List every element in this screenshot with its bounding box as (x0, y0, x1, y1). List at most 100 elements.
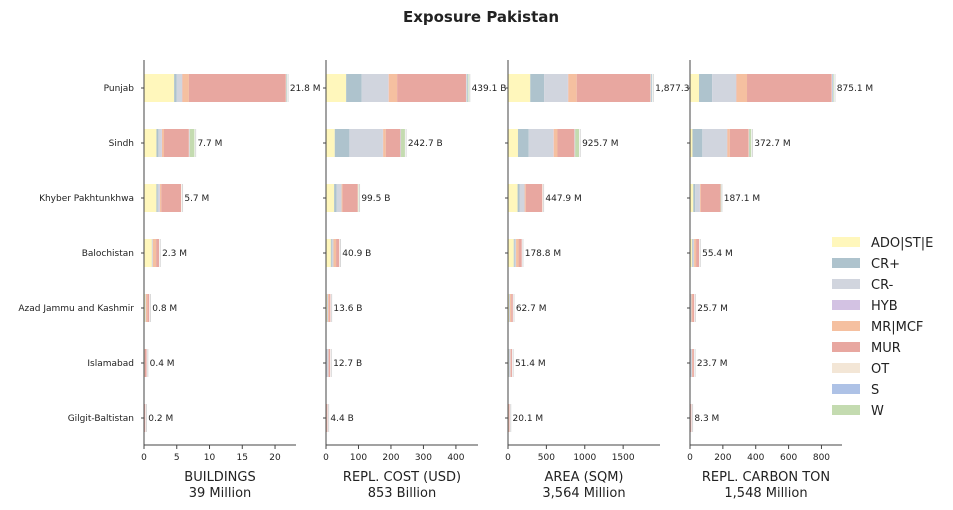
legend-item: W (832, 404, 884, 419)
legend-item: OT (832, 362, 889, 377)
legend-swatch (832, 384, 860, 394)
bar-value-label: 12.7 B (333, 359, 362, 369)
bar-segment-mur (336, 239, 340, 267)
bar-segment-cr+ (691, 239, 693, 267)
bar-segment-ado-st-e (144, 74, 175, 102)
bar-segment-mr-mcf (736, 74, 748, 102)
bar-segment-mur (156, 239, 160, 267)
bar-segment-w (749, 129, 752, 157)
bar-segment-ot (831, 74, 833, 102)
bar-value-label: 13.6 B (333, 304, 362, 314)
bar-segment-cr- (327, 294, 329, 322)
bar-value-label: 242.7 B (408, 139, 443, 149)
legend-item: MR|MCF (832, 320, 923, 335)
bar-segment-ado-st-e (508, 129, 518, 157)
bar-value-label: 21.8 M (290, 84, 321, 94)
bar-segment-mur (397, 74, 466, 102)
bar-segment-s (466, 74, 468, 102)
bar-segment-ado-st-e (326, 184, 335, 212)
chart-legend: ADO|ST|E CR+ CR- HYB MR|MCF MUR OT SW (832, 236, 933, 419)
bar-value-label: 0.2 M (148, 414, 173, 424)
bar-segment-mr-mcf (383, 129, 386, 157)
bar-segment-ot (465, 74, 467, 102)
bar-segment-cr- (514, 239, 517, 267)
bar-segment-cr+ (530, 74, 545, 102)
bar-value-label: 7.7 M (197, 139, 222, 149)
bar-segment-mur (696, 239, 700, 267)
chart-panels: 21.8 M 7.7 M 5.7 M 2.3 M 0.8 M 0.4 M 0.2 M Punj… (18, 60, 873, 501)
bar-segment-cr- (528, 129, 554, 157)
bar-segment-cr+ (156, 184, 158, 212)
bar-value-label: 62.7 M (516, 304, 547, 314)
bar-segment-ado-st-e (690, 184, 694, 212)
legend-label: W (871, 404, 884, 419)
bar-segment-cr+ (517, 184, 520, 212)
x-axis-label: BUILDINGS (184, 470, 255, 485)
bar-value-label: 1,877.3 (655, 84, 689, 94)
bar-segment-mur (385, 129, 401, 157)
bar-value-label: 875.1 M (837, 84, 873, 94)
legend-swatch (832, 237, 860, 247)
bar-segment-mur (144, 404, 146, 432)
legend-swatch (832, 258, 860, 268)
bar-segment-cr+ (156, 129, 159, 157)
bar-value-label: 372.7 M (754, 139, 790, 149)
bar-segment-cr+ (346, 74, 362, 102)
bar-segment-cr- (519, 184, 525, 212)
bar-segment-cr- (690, 349, 693, 377)
bar-segment-cr- (544, 74, 568, 102)
bar-segment-mur (700, 184, 721, 212)
legend-swatch (832, 300, 860, 310)
bar-value-label: 2.3 M (162, 249, 187, 259)
bar-segment-mur (188, 74, 286, 102)
bar-segment-cr- (326, 349, 329, 377)
bar-segment-ado-st-e (144, 129, 157, 157)
bar-segment-ado-st-e (144, 239, 152, 267)
legend-swatch (832, 363, 860, 373)
bar-segment-cr+ (174, 74, 177, 102)
legend-item: CR- (832, 278, 894, 293)
legend-swatch (832, 405, 860, 415)
legend-item: S (832, 383, 879, 398)
bar-segment-ot (188, 129, 190, 157)
bar-segment-cr+ (330, 239, 332, 267)
bar-segment-ado-st-e (690, 74, 700, 102)
bar-segment-mur (328, 349, 331, 377)
bar-value-label: 447.9 M (545, 194, 581, 204)
x-tick-label: 0 (323, 453, 329, 463)
legend-item: ADO|ST|E (832, 236, 933, 251)
legend-item: HYB (832, 299, 898, 314)
legend-item: MUR (832, 341, 901, 356)
bar-segment-mr-mcf (162, 129, 164, 157)
bar-segment-mr-mcf (524, 184, 526, 212)
x-tick-label: 0 (505, 453, 511, 463)
category-label: Balochistan (82, 249, 134, 259)
x-tick-label: 1000 (573, 453, 596, 463)
bar-segment-ado-st-e (144, 294, 146, 322)
category-label: Gilgit-Baltistan (68, 414, 134, 424)
legend-label: MR|MCF (871, 320, 923, 335)
bar-segment-mur (342, 184, 358, 212)
legend-label: CR+ (871, 257, 900, 272)
x-axis-label: AREA (SQM) (544, 470, 623, 485)
bar-segment-mr-mcf (152, 239, 157, 267)
bar-segment-mr-mcf (333, 239, 337, 267)
bar-segment-cr+ (692, 129, 703, 157)
bar-segment-mur (692, 294, 695, 322)
bar-segment-mr-mcf (516, 239, 519, 267)
legend-label: OT (871, 362, 889, 377)
bar-segment-cr- (157, 184, 160, 212)
bar-segment-mr-mcf (553, 129, 558, 157)
bar-segment-mur (163, 129, 189, 157)
panel-total-label: 3,564 Million (542, 486, 625, 501)
bar-segment-mur (557, 129, 575, 157)
panel-buildings: 21.8 M 7.7 M 5.7 M 2.3 M 0.8 M 0.4 M 0.2 M Punj… (18, 60, 320, 501)
bar-segment-mur (747, 74, 832, 102)
legend-swatch (832, 342, 860, 352)
x-tick-label: 200 (382, 453, 399, 463)
bar-segment-ado-st-e (508, 184, 518, 212)
x-tick-label: 15 (237, 453, 248, 463)
bar-segment-mr-mcf (160, 184, 162, 212)
bar-segment-mur (147, 294, 150, 322)
bar-segment-mr-mcf (700, 184, 701, 212)
